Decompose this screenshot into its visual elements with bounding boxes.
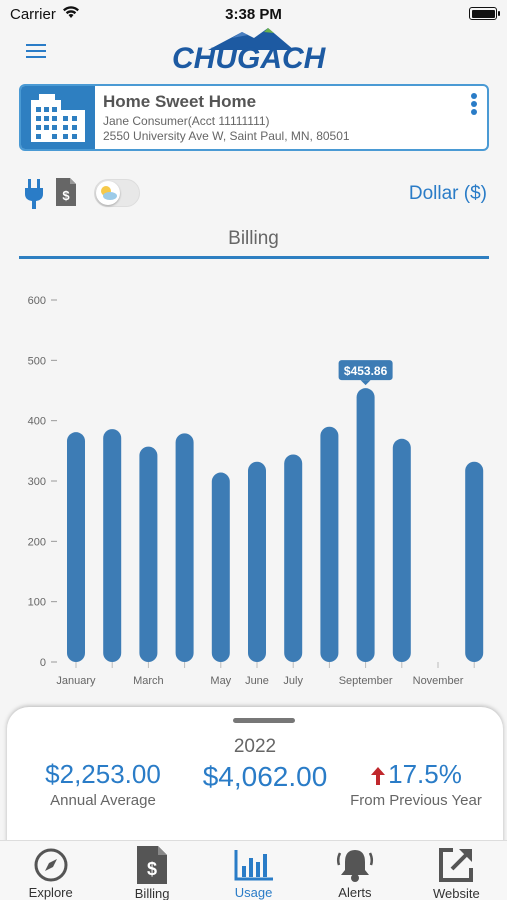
status-time: 3:38 PM <box>225 6 282 23</box>
billing-bar-chart: 0 100 200 300 400 500 600 January March May June Ju… <box>28 295 484 687</box>
tab-alerts[interactable]: Alerts <box>304 841 405 900</box>
x-tick-label: September <box>339 675 393 687</box>
premise-name: Home Sweet Home <box>103 92 257 111</box>
total-value: $4,062.00 <box>202 761 328 792</box>
tab-billing-label: Billing <box>134 886 170 900</box>
wifi-icon <box>63 6 79 18</box>
y-tick-label: 300 <box>28 476 46 488</box>
chart-bar <box>320 426 339 662</box>
x-tick-label: January <box>56 675 96 687</box>
chart-bar <box>211 472 230 662</box>
summary-panel: 2022 $2,253.00 Annual Average $4,062.00 … <box>7 707 503 847</box>
chart-bar <box>248 461 266 662</box>
tab-explore[interactable]: Explore <box>0 841 101 900</box>
premise-selector-card[interactable]: Home Sweet Home Jane Consumer(Acct 11111… <box>19 84 489 151</box>
hamburger-menu-icon[interactable] <box>26 44 46 60</box>
y-tick-label: 600 <box>28 295 46 307</box>
chart-title-underline <box>19 256 489 259</box>
building-icon <box>31 93 85 142</box>
logo-text: CHUGACH <box>172 42 326 75</box>
status-bar: Carrier 3:38 PM <box>0 0 507 30</box>
annual-average-value: $2,253.00 <box>45 759 161 789</box>
toggle-knob <box>96 181 120 205</box>
year-change-percent: 17.5% <box>388 759 462 789</box>
x-tick-label: November <box>413 675 464 687</box>
chart-bar <box>356 388 375 662</box>
year-change-stat: 17.5% From Previous Year <box>341 759 491 809</box>
usage-toolbar: $ Dollar ($) <box>0 175 507 211</box>
svg-text:$: $ <box>147 859 157 879</box>
premise-account: Jane Consumer(Acct 11111111) <box>103 114 270 128</box>
bar-chart-icon <box>234 849 273 880</box>
external-link-icon <box>439 848 474 882</box>
year-change-label: From Previous Year <box>350 792 482 809</box>
tooltip-label: $453.86 <box>344 364 388 378</box>
tooltip-pointer <box>360 380 371 386</box>
tab-usage[interactable]: Usage <box>203 841 304 900</box>
sun-cloud-icon <box>101 186 117 200</box>
premise-details: Home Sweet Home Jane Consumer(Acct 11111… <box>95 86 487 149</box>
chart-bar <box>284 454 303 662</box>
carrier-label: Carrier <box>10 6 56 23</box>
tab-explore-label: Explore <box>28 885 73 900</box>
compass-icon <box>34 848 68 881</box>
drag-handle[interactable] <box>233 718 295 723</box>
chart-bar <box>392 438 411 662</box>
chart-bar <box>139 446 158 662</box>
y-tick-label: 100 <box>28 597 46 609</box>
x-tick-label: May <box>210 675 231 687</box>
x-tick-label: June <box>245 675 269 687</box>
chart-bar <box>465 461 484 662</box>
electric-plug-icon[interactable] <box>24 179 44 209</box>
bill-document-icon[interactable]: $ <box>56 178 76 206</box>
premise-address: 2550 University Ave W, Saint Paul, MN, 8… <box>103 129 350 143</box>
summary-year: 2022 <box>233 736 277 757</box>
bell-icon <box>336 849 373 882</box>
tab-bar: Explore $ Billing Usage <box>0 840 507 900</box>
total-stat: $4,062.00 <box>185 761 345 793</box>
mountain-logo-icon <box>208 28 294 50</box>
tab-usage-label: Usage <box>234 885 273 900</box>
y-tick-label: 200 <box>28 536 46 548</box>
chart-bar <box>67 432 85 662</box>
premise-icon-box <box>21 86 95 149</box>
y-tick-label: 0 <box>40 657 46 669</box>
tab-website-label: Website <box>432 886 480 900</box>
battery-icon <box>469 7 500 20</box>
chart-title: Billing <box>228 228 279 249</box>
year-change-value: 17.5% <box>341 759 491 790</box>
chart-bar <box>175 433 194 662</box>
x-tick-label: July <box>283 675 303 687</box>
annual-average-label: Annual Average <box>50 792 156 809</box>
tab-website[interactable]: Website <box>406 841 507 900</box>
chart-bar <box>103 429 122 662</box>
y-tick-label: 500 <box>28 355 46 367</box>
chugach-logo: CHUGACH <box>172 26 326 76</box>
annual-average-stat: $2,253.00 Annual Average <box>37 759 169 809</box>
unit-selector[interactable]: Dollar ($) <box>408 183 487 204</box>
tooltip-box <box>338 360 393 381</box>
tab-alerts-label: Alerts <box>338 885 372 900</box>
more-options-icon[interactable] <box>471 93 479 119</box>
y-tick-label: 400 <box>28 416 46 428</box>
weather-overlay-toggle[interactable] <box>94 179 140 207</box>
bill-icon: $ <box>137 846 168 884</box>
x-tick-label: March <box>133 675 164 687</box>
arrow-up-icon <box>371 767 386 786</box>
svg-text:$: $ <box>62 188 70 203</box>
tab-billing[interactable]: $ Billing <box>101 841 202 900</box>
